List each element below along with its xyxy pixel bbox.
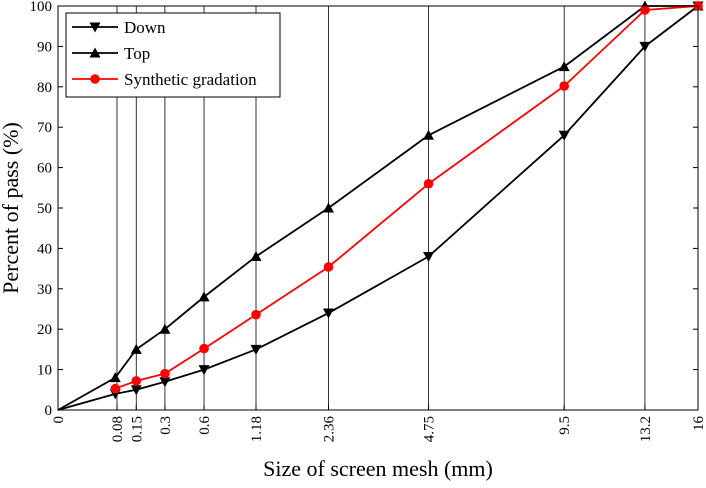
- y-axis-label: Percent of pass (%): [0, 122, 23, 294]
- series-point: [159, 323, 171, 334]
- legend-marker: [90, 74, 100, 84]
- series-point: [130, 343, 142, 354]
- series-circle: [110, 1, 703, 394]
- series-point: [250, 344, 262, 355]
- series-point: [109, 372, 121, 383]
- legend-label: Top: [124, 44, 150, 63]
- x-tick-label: 0.3: [158, 416, 174, 435]
- series-point: [423, 129, 435, 140]
- series-point: [322, 308, 334, 319]
- series-point: [251, 309, 261, 320]
- series-point: [423, 251, 435, 262]
- x-tick-label: 9.5: [557, 416, 573, 435]
- series-point: [639, 41, 651, 52]
- series-point: [640, 5, 650, 15]
- x-axis: 0 0.08 0.15 0.3 0.6 1.18 2.36 4.75 9.5 13.2 16: [51, 405, 706, 442]
- series-point: [198, 291, 210, 302]
- x-tick-label: 16: [691, 416, 706, 432]
- legend: Down Top Synthetic gradation: [65, 12, 281, 98]
- series-point: [250, 250, 262, 261]
- legend-label: Down: [124, 18, 166, 37]
- x-tick-label: 13.2: [638, 416, 654, 442]
- y-tick-label: 60: [37, 161, 52, 177]
- series-point: [131, 376, 142, 386]
- y-tick-label: 0: [45, 403, 53, 419]
- y-tick-label: 70: [37, 120, 52, 136]
- series-point: [130, 385, 142, 396]
- x-tick-label: 4.75: [422, 416, 438, 442]
- x-tick-label: 0: [51, 416, 67, 424]
- legend-label: Synthetic gradation: [124, 70, 257, 89]
- series-line: [114, 5, 699, 390]
- y-tick-label: 20: [37, 322, 52, 338]
- series-point: [322, 202, 334, 213]
- series-point: [558, 130, 570, 141]
- series-point: [160, 368, 170, 379]
- series-point: [558, 61, 570, 72]
- x-tick-label: 0.6: [197, 416, 213, 435]
- x-tick-label: 0.08: [110, 416, 126, 442]
- series-triangle-down: [57, 1, 704, 411]
- y-tick-label: 90: [37, 39, 52, 55]
- y-tick-label: 50: [37, 201, 52, 217]
- series-point: [199, 343, 209, 354]
- legend-marker: [89, 47, 101, 58]
- x-tick-label: 0.15: [129, 416, 145, 442]
- y-tick-label: 30: [37, 282, 52, 298]
- x-tick-label: 2.36: [321, 416, 337, 443]
- series-point: [423, 178, 434, 189]
- y-tick-label: 80: [37, 80, 52, 96]
- series-layer: [57, 0, 704, 411]
- series-point: [110, 383, 121, 394]
- x-axis-label: Size of screen mesh (mm): [263, 456, 493, 481]
- y-tick-label: 100: [30, 0, 53, 15]
- series-point: [198, 365, 210, 376]
- x-tick-label: 1.18: [249, 416, 265, 442]
- legend-marker: [89, 22, 101, 33]
- y-tick-label: 10: [37, 363, 52, 379]
- series-point: [559, 81, 569, 91]
- series-point: [323, 262, 334, 272]
- series-point: [159, 377, 171, 388]
- y-axis: 0 10 20 30 40 50 60 70 80 90 100: [30, 0, 698, 419]
- y-tick-label: 40: [37, 241, 52, 257]
